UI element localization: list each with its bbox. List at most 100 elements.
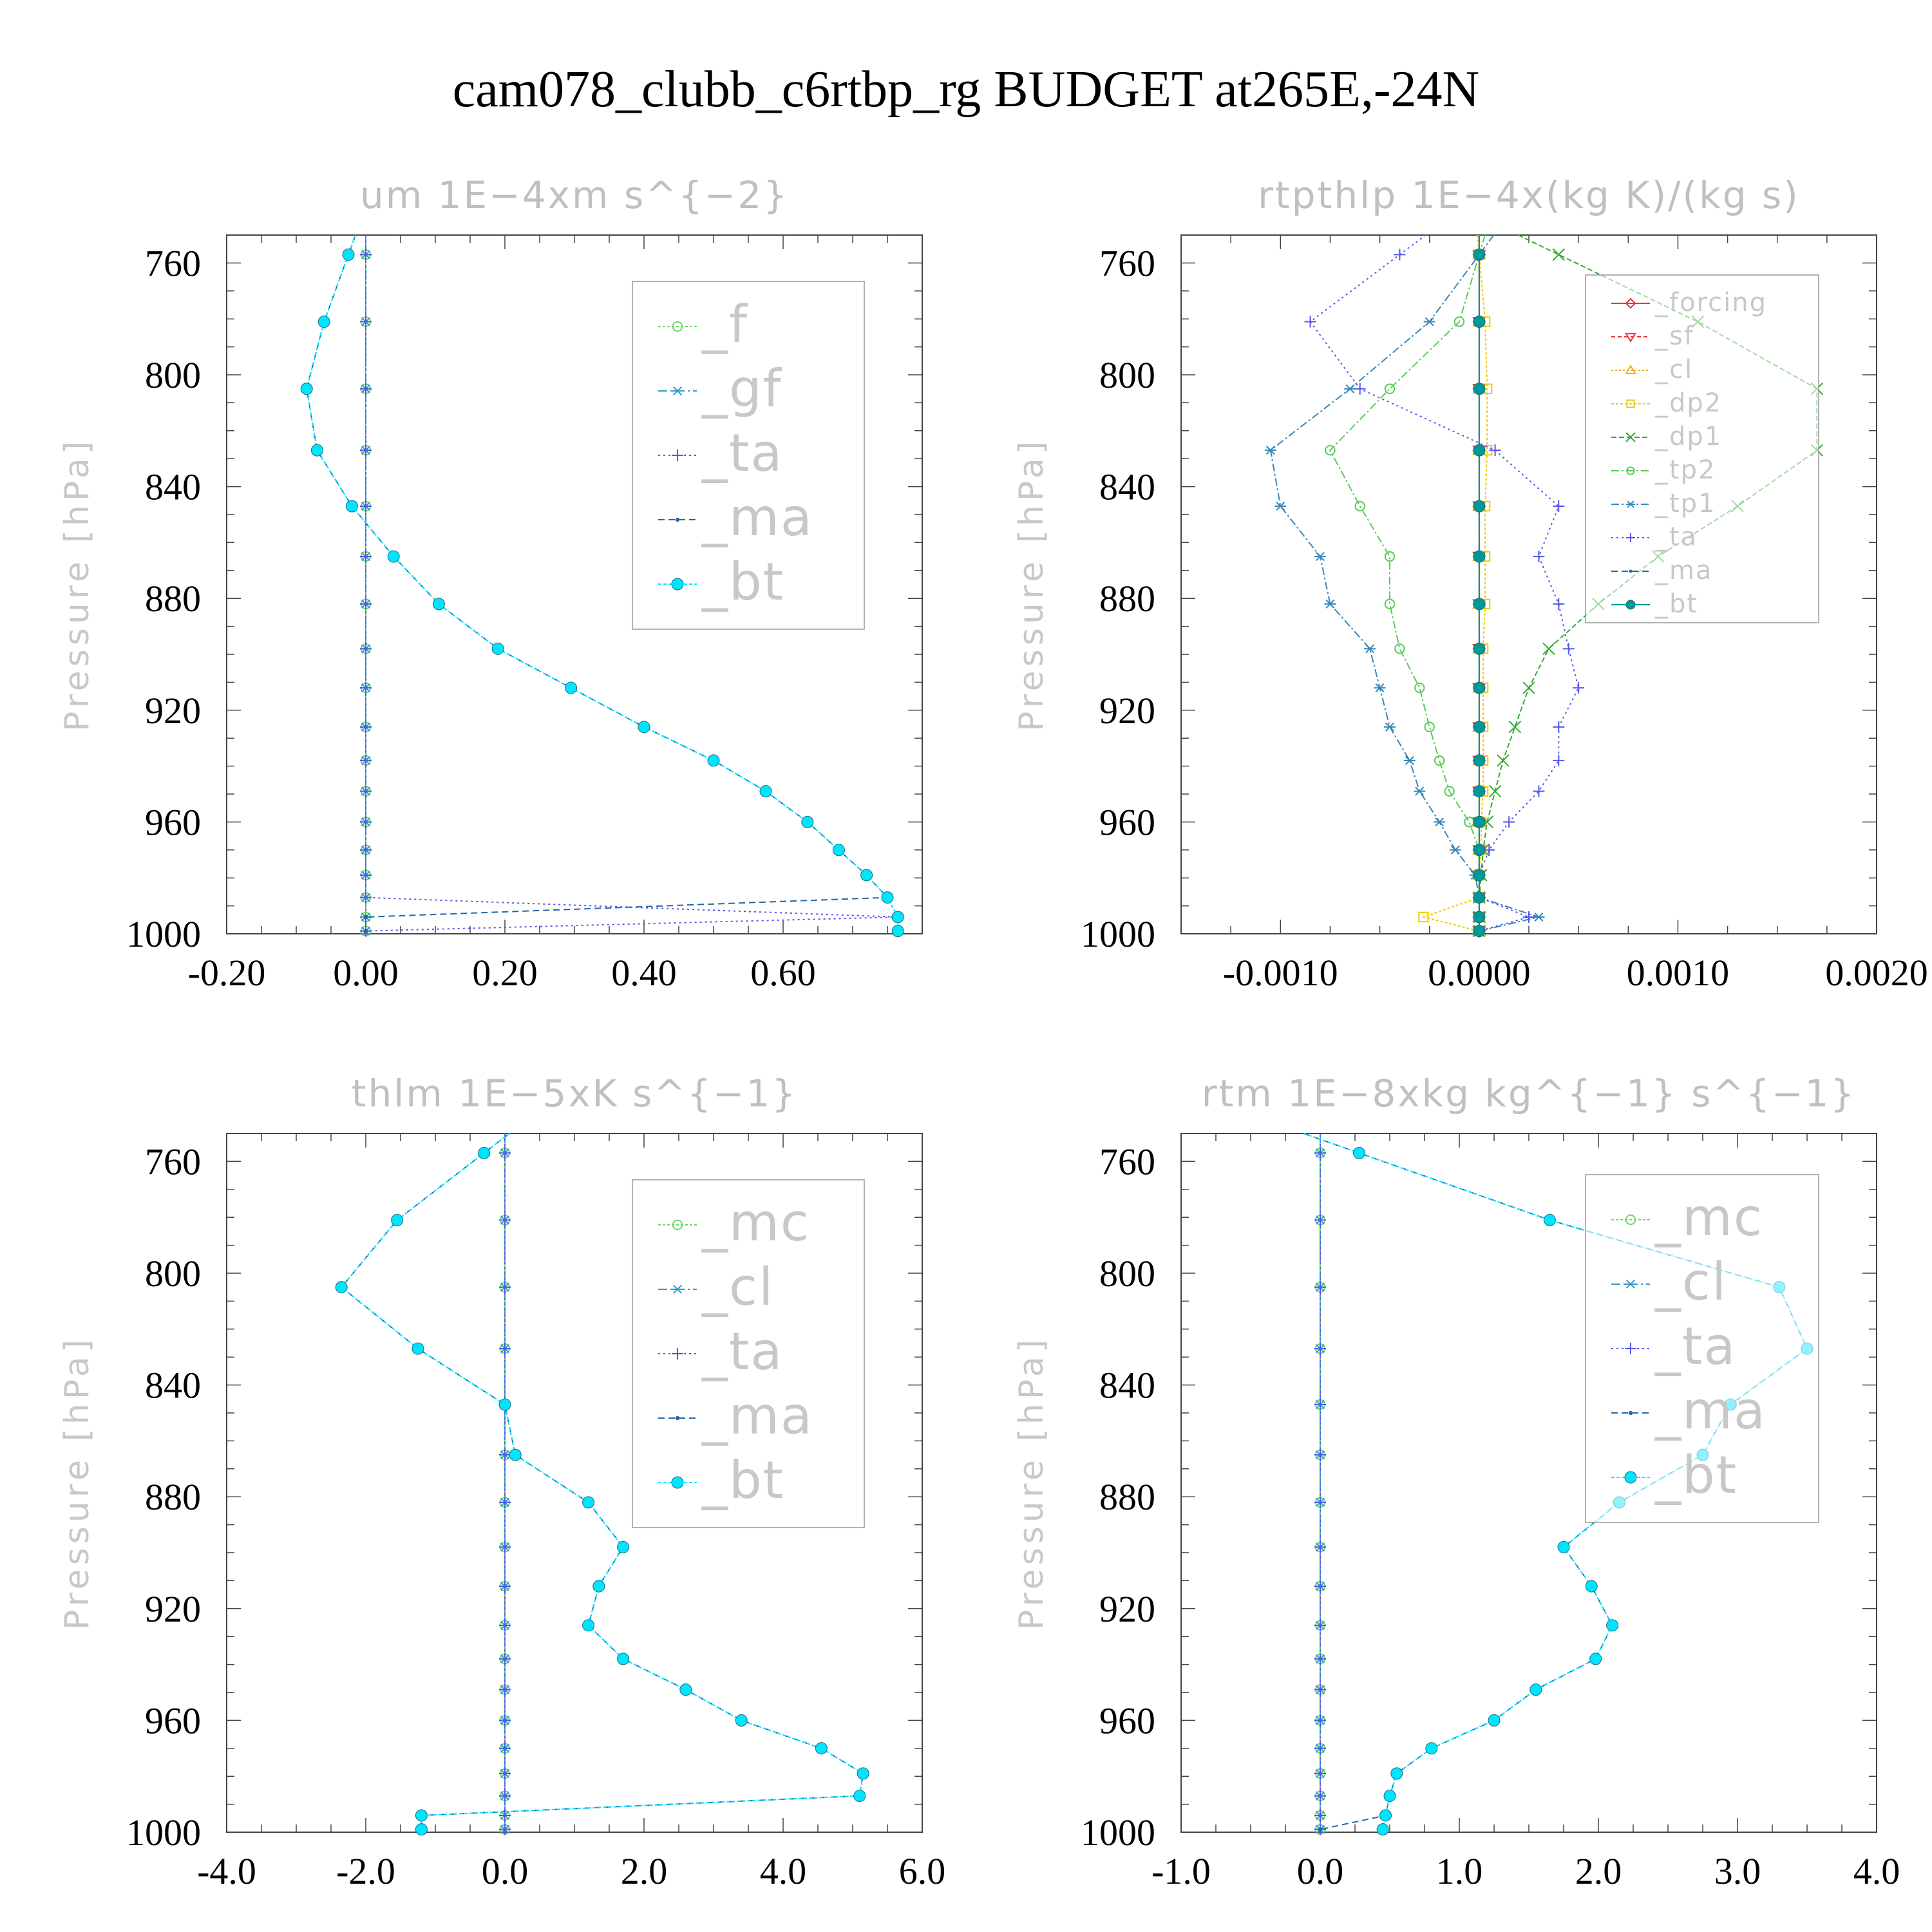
marker [1352, 1146, 1365, 1159]
legend-label: _bt [1654, 1445, 1738, 1505]
marker [342, 248, 355, 261]
y-axis-label: Pressure [hPa] [58, 437, 97, 732]
x-tick-label: 6.0 [899, 1850, 946, 1892]
x-tick-label: 0.60 [750, 952, 816, 994]
y-tick-label: 920 [1099, 1588, 1155, 1630]
marker [499, 1541, 511, 1553]
marker [1354, 383, 1366, 395]
marker [1314, 1767, 1326, 1779]
marker [592, 1580, 605, 1593]
marker [1473, 911, 1486, 923]
marker [1473, 248, 1486, 261]
marker [360, 551, 372, 563]
marker [1497, 754, 1510, 767]
marker [499, 1653, 511, 1665]
y-tick-label: 800 [145, 354, 201, 396]
marker [1489, 444, 1501, 457]
y-tick-label: 840 [145, 466, 201, 508]
marker [345, 500, 358, 513]
marker [1473, 844, 1486, 857]
marker [1264, 446, 1276, 455]
legend-box [632, 281, 865, 630]
marker [509, 1448, 522, 1461]
marker [1379, 1809, 1392, 1822]
marker [1606, 1619, 1619, 1632]
marker [499, 1714, 511, 1727]
marker [1376, 1823, 1389, 1836]
marker [853, 1790, 866, 1803]
marker [617, 1540, 630, 1553]
marker [1449, 845, 1461, 855]
marker [1374, 683, 1386, 693]
marker [582, 1496, 595, 1509]
marker [1625, 432, 1636, 442]
marker [360, 721, 372, 733]
marker [638, 721, 650, 734]
marker [1364, 644, 1376, 654]
marker [1314, 1398, 1326, 1410]
marker [415, 1809, 428, 1822]
marker [1314, 1496, 1326, 1508]
marker [1325, 444, 1336, 456]
x-tick-label: 4.0 [760, 1850, 807, 1892]
marker [1473, 550, 1486, 563]
series-line [1309, 234, 1580, 932]
y-tick-label: 880 [1099, 578, 1155, 620]
y-tick-label: 960 [145, 1700, 201, 1741]
marker [1473, 681, 1486, 694]
marker [1434, 755, 1445, 766]
y-tick-label: 760 [1099, 1141, 1155, 1182]
x-tick-label: -4.0 [197, 1850, 256, 1892]
marker [1573, 682, 1585, 694]
marker [1423, 317, 1435, 327]
marker [499, 1214, 511, 1226]
x-tick-label: 2.0 [621, 1850, 668, 1892]
marker [415, 1823, 428, 1836]
legend-label: _ta [701, 1321, 783, 1381]
marker [675, 1416, 680, 1421]
marker [1625, 298, 1636, 309]
marker [1553, 500, 1565, 512]
marker [360, 383, 372, 395]
marker [363, 914, 368, 920]
marker [672, 450, 683, 461]
x-tick-label: 2.0 [1575, 1850, 1622, 1892]
marker [1543, 1214, 1556, 1227]
marker [478, 1146, 491, 1159]
marker [360, 891, 372, 904]
legend-label: _ta [701, 423, 783, 483]
x-tick-label: 0.20 [472, 952, 538, 994]
marker [360, 500, 372, 512]
marker [360, 643, 372, 655]
marker [1625, 1214, 1636, 1226]
marker [499, 1790, 511, 1802]
marker [1314, 1714, 1326, 1727]
marker [1624, 1471, 1637, 1484]
y-tick-label: 1000 [1081, 1812, 1155, 1853]
marker [1503, 816, 1515, 828]
marker [1434, 817, 1446, 827]
marker [1530, 1683, 1542, 1696]
marker [672, 1284, 683, 1294]
marker [1384, 722, 1396, 732]
marker [432, 598, 445, 611]
marker [360, 598, 372, 610]
x-tick-label: 3.0 [1714, 1850, 1761, 1892]
marker [1314, 1742, 1326, 1754]
x-tick-label: -2.0 [336, 1850, 395, 1892]
marker [387, 550, 400, 563]
marker [1473, 500, 1486, 513]
marker [1314, 1541, 1326, 1553]
subplot-title: rtm 1E−8xkg kg^{−1} s^{−1} [1202, 1072, 1857, 1115]
marker [1625, 1279, 1636, 1289]
marker [1414, 786, 1426, 796]
marker [499, 1742, 511, 1754]
marker [679, 1683, 692, 1696]
marker [499, 1823, 511, 1835]
marker [671, 1476, 684, 1489]
marker [1473, 316, 1486, 328]
marker [1473, 815, 1486, 828]
marker [1626, 466, 1635, 475]
marker [360, 754, 372, 766]
